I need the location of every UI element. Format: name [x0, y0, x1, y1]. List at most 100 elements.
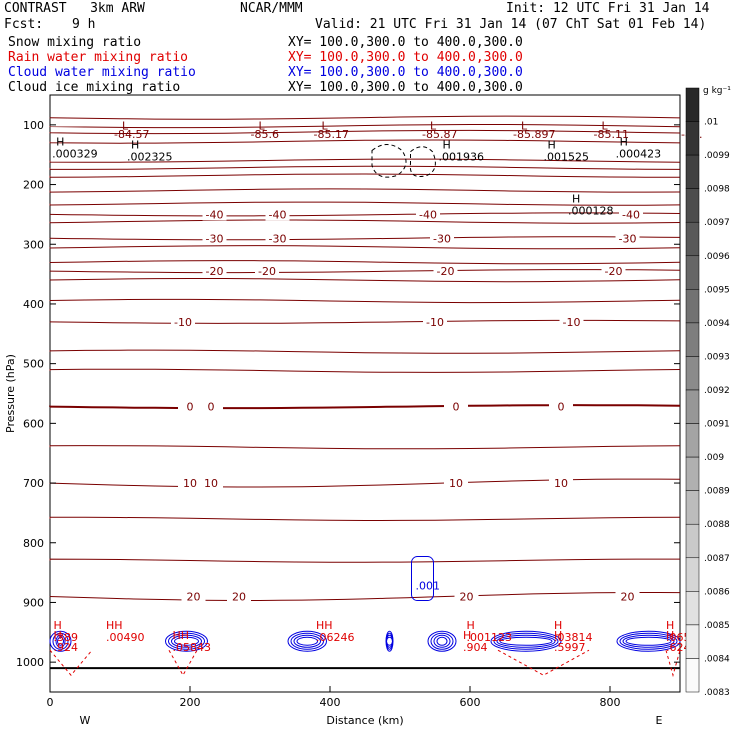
ice-high-marker: H: [131, 139, 139, 152]
isotherm-line: [49, 278, 681, 283]
init-time: Init: 12 UTC Fri 31 Jan 14: [506, 1, 710, 16]
cloud-water-contour: [168, 632, 205, 650]
colorbar-swatch: [685, 289, 700, 324]
low-center-marker: L: [602, 120, 609, 133]
isotherm-line-labeled: [49, 212, 681, 217]
cloud-water-contour: [625, 636, 672, 646]
low-center-marker: L: [322, 120, 329, 133]
isotherm-line: [49, 158, 681, 163]
ice-high-value: .002325: [127, 151, 173, 164]
fcst-value: 9 h: [72, 17, 96, 32]
isotherm-label-bg: [255, 265, 279, 278]
cloud-water-contour: [493, 632, 559, 650]
isotherm-label: 0: [187, 401, 194, 414]
cloud-water-contour: [165, 630, 208, 652]
y-axis-tick-label: 300: [23, 238, 44, 251]
isotherm-label-bg: [178, 400, 202, 413]
colorbar-unit: g kg⁻¹: [703, 86, 731, 96]
isotherm-line: [49, 165, 681, 170]
isotherm-label-bg: [416, 208, 440, 221]
ice-high-marker: H: [620, 136, 628, 149]
surface-feature-value: .624: [666, 641, 691, 654]
colorbar-swatch: [685, 389, 700, 424]
colorbar-swatch: [685, 221, 700, 257]
colorbar-swatch: [685, 255, 700, 290]
colorbar-swatch: [685, 523, 700, 559]
isotherm-label: 10: [204, 477, 218, 490]
low-center-marker: L: [430, 120, 437, 133]
colorbar-label: .0091: [704, 420, 730, 430]
isotherm-label: -30: [269, 232, 287, 245]
isotherm-label: 0: [558, 401, 565, 414]
feature-group: L-84.57L-85.6L-85.17L-85.87L-85.897L-85.…: [49, 120, 702, 678]
colorbar-swatch: [685, 423, 700, 458]
isotherm-line: [49, 349, 681, 354]
ice-high-value: .001525: [544, 151, 590, 164]
isotherm-label: -20: [258, 265, 276, 278]
colorbar-swatch: [685, 322, 700, 357]
colorbar-label: .01: [704, 118, 718, 128]
plot-frame: [49, 94, 681, 693]
cloud-ice-contour: [371, 144, 407, 178]
valid-time: Valid: 21 UTC Fri 31 Jan 14 (07 ChT Sat …: [315, 17, 707, 32]
isotherm-line: [49, 139, 681, 144]
isotherm-line: [49, 558, 680, 563]
isotherm-line-labeled: [49, 236, 681, 241]
field-cloud-water-name: Cloud water mixing ratio: [8, 65, 196, 80]
low-center-marker: L: [521, 120, 528, 133]
y-axis-tick-label: 800: [23, 537, 44, 550]
isotherm-label: -30: [206, 232, 224, 245]
isotherm-label-bg: [549, 477, 573, 490]
isotherm-label-bg: [619, 208, 643, 221]
cloud-water-contour: [57, 636, 64, 646]
low-center-value: -85.17: [314, 128, 349, 141]
surface-feature-value: .05843: [173, 641, 212, 654]
colorbar-swatch: [685, 456, 700, 491]
isotherm-label: -40: [419, 208, 437, 221]
y-axis-tick-label: 400: [23, 298, 44, 311]
isotherm-label-bg: [559, 315, 584, 328]
colorbar-swatch: [685, 591, 700, 626]
isotherm-label-bg: [202, 232, 227, 245]
cloud-water-value: .001: [416, 580, 441, 593]
colorbar-swatch: [685, 624, 700, 659]
colorbar-label: .0084: [704, 654, 730, 664]
colorbar-label: .0096: [704, 252, 730, 262]
isotherm-label: 10: [449, 477, 463, 490]
isotherm-label-bg: [444, 477, 468, 490]
cloud-water-contour: [296, 636, 318, 646]
isotherm-label-bg: [171, 315, 195, 328]
low-center-value: -85.11: [594, 128, 629, 141]
isotherm-label-bg: [199, 477, 223, 490]
colorbar-swatch: [685, 87, 700, 122]
isotherm-label: 0: [453, 401, 460, 414]
cloud-water-contour: [287, 630, 327, 652]
field-snow-xy: XY= 100.0,300.0 to 400.0,300.0: [288, 35, 523, 50]
low-center-value: -85.87: [422, 128, 457, 141]
isotherm-label-bg: [202, 208, 227, 221]
colorbar-label: .0086: [704, 587, 730, 597]
surface-feature-value: .03814: [554, 631, 593, 644]
field-snow-name: Snow mixing ratio: [8, 35, 142, 50]
ice-high-value: .000423: [616, 148, 662, 161]
field-cloud-ice-name: Cloud ice mixing ratio: [8, 80, 181, 95]
isotherm-line: [49, 516, 681, 522]
isotherm-label-bg: [178, 477, 202, 490]
isotherm-label-bg: [444, 400, 468, 413]
isotherm-label: 0: [208, 401, 215, 414]
isotherm-label: 20: [187, 590, 201, 603]
isotherm-label-bg: [202, 265, 227, 278]
isotherm-label-bg: [601, 265, 626, 278]
colorbar-swatch: [685, 356, 700, 391]
low-center-value: -85.897: [513, 128, 555, 141]
isotherm-line-labeled: [49, 478, 681, 488]
surface-feature-marker: HH: [316, 619, 333, 632]
isotherm-label: -40: [622, 208, 640, 221]
x-axis-title: Distance (km): [326, 714, 403, 727]
colorbar-label: .0095: [704, 285, 730, 295]
isotherm-group: -40 -40 -40 -40 -30 -30 -30 -30 -20 -20 -20 -20 -10 -…: [49, 115, 681, 670]
surface-feature-marker: H: [666, 619, 674, 632]
ice-high-value: .000329: [52, 148, 98, 161]
cloud-water-contour: [490, 630, 562, 652]
